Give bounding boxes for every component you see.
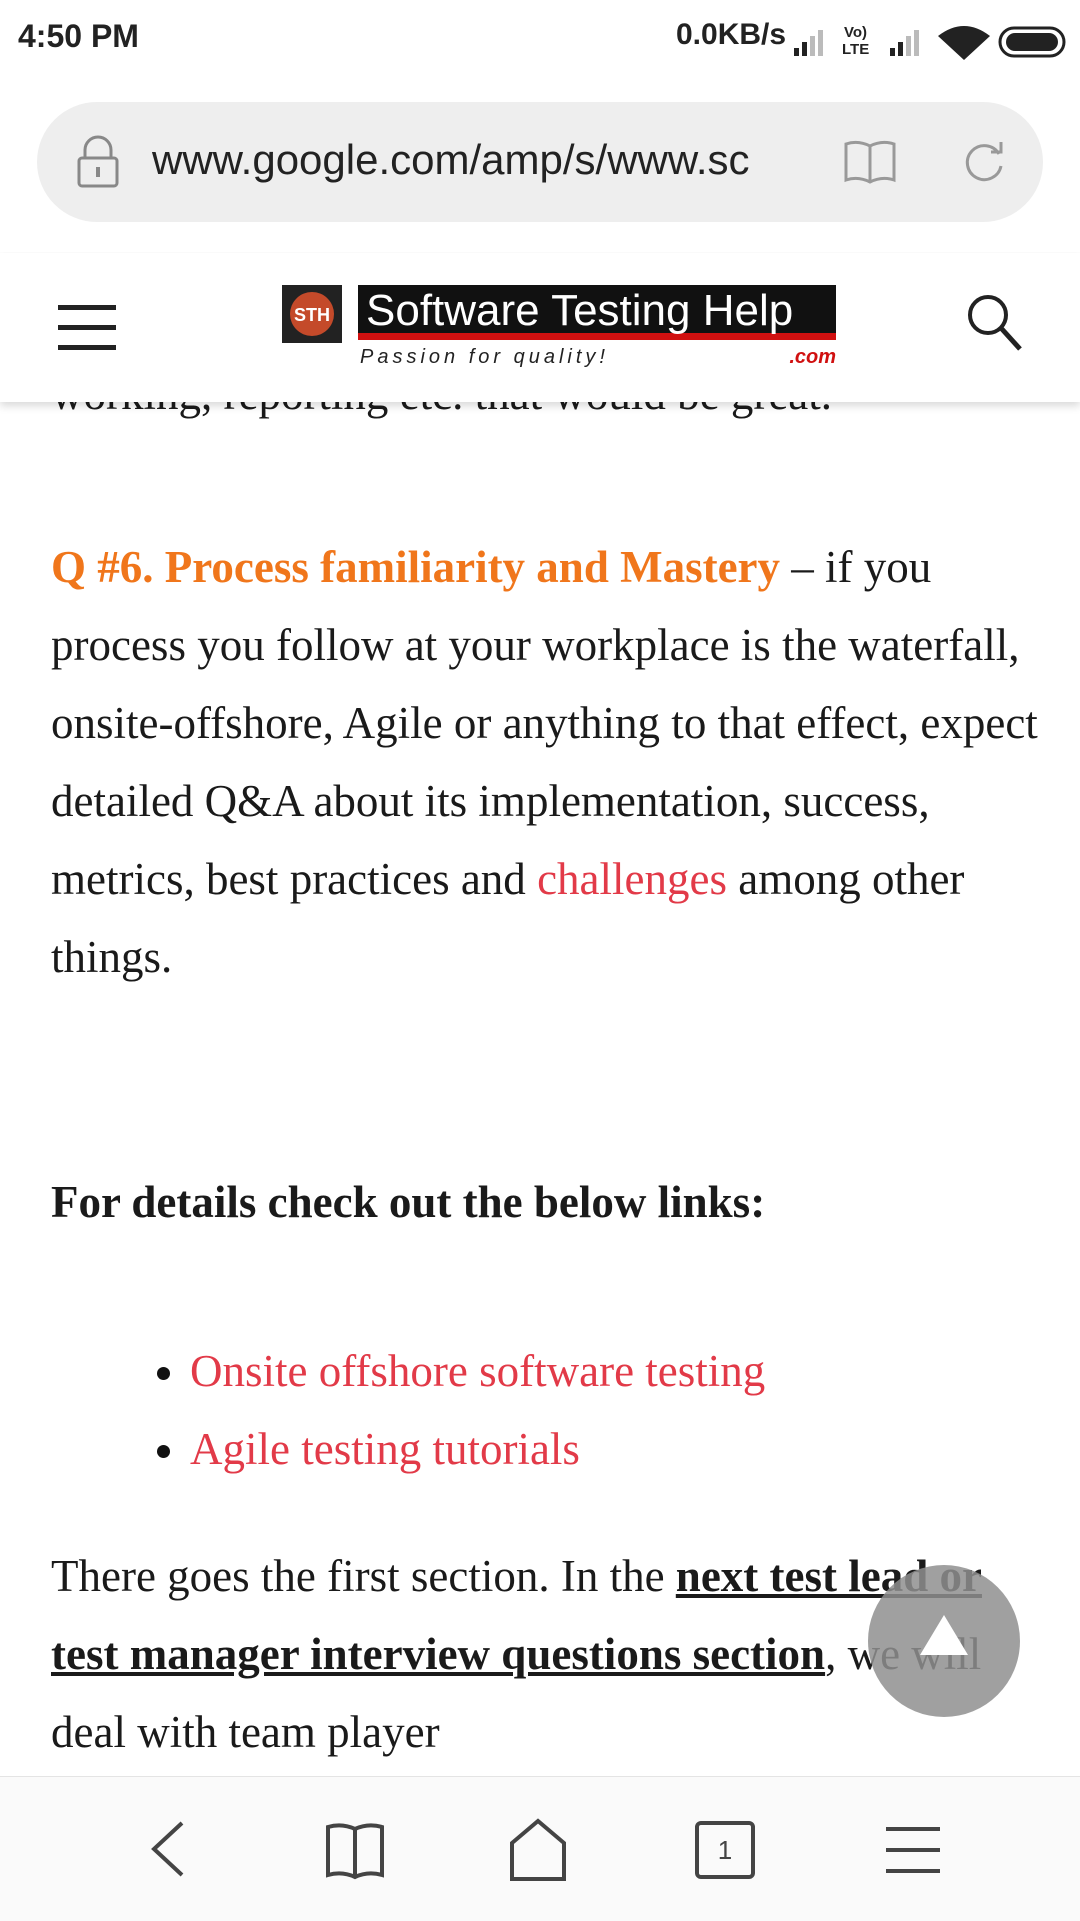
- text: – if you process you follow at your work…: [51, 542, 1038, 904]
- url-field[interactable]: www.google.com/amp/s/www.sc: [37, 102, 1043, 222]
- url-text: www.google.com/amp/s/www.sc: [152, 136, 750, 183]
- logo-icon-text: STH: [294, 305, 330, 325]
- status-icons: Vo) LTE: [794, 24, 1066, 60]
- logo-tagline: Passion for quality!: [360, 346, 609, 368]
- paragraph: Q #6. Process familiarity and Mastery – …: [51, 528, 1051, 996]
- logo-domain: .com: [789, 346, 836, 368]
- question-heading: Q #6. Process familiarity and Mastery: [51, 542, 781, 592]
- list-link[interactable]: Agile testing tutorials: [190, 1410, 1080, 1488]
- status-bar: 4:50 PM 0.0KB/s Vo) LTE: [0, 0, 1080, 80]
- tab-count: 1: [718, 1835, 732, 1865]
- link-list: Onsite offshore software testing Agile t…: [0, 1332, 1080, 1488]
- nav-icons: 1: [151, 1818, 940, 1881]
- reader-icon[interactable]: [842, 138, 898, 186]
- link[interactable]: next test lead or test manager interview…: [51, 1551, 982, 1679]
- vo-label: Vo): [844, 24, 867, 41]
- menu-button[interactable]: [886, 1827, 940, 1873]
- section-heading: For details check out the below links:: [51, 1177, 766, 1227]
- address-bar: www.google.com/amp/s/www.sc: [0, 80, 1080, 252]
- home-button[interactable]: [510, 1818, 566, 1881]
- back-button[interactable]: [151, 1821, 184, 1877]
- tabs-button[interactable]: [695, 1821, 755, 1879]
- bottom-nav: 1: [0, 1776, 1080, 1921]
- lte-label: LTE: [842, 41, 869, 58]
- list-link[interactable]: Onsite offshore software testing: [190, 1332, 1080, 1410]
- site-logo[interactable]: STH Software Testing Help Passion for qu…: [280, 283, 840, 373]
- bookmarks-button[interactable]: [326, 1823, 384, 1880]
- text: There goes the first section. In the: [51, 1551, 676, 1601]
- logo-title: Software Testing Help: [366, 286, 793, 335]
- menu-icon[interactable]: [58, 303, 120, 353]
- net-speed: 0.0KB/s: [676, 18, 787, 51]
- lock-icon: [77, 135, 119, 188]
- link[interactable]: challenges: [537, 854, 727, 904]
- site-header: STH Software Testing Help Passion for qu…: [0, 253, 1080, 402]
- search-icon[interactable]: [966, 293, 1024, 355]
- reload-icon[interactable]: [961, 140, 1007, 186]
- text: among other things.: [51, 854, 965, 982]
- clock: 4:50 PM: [18, 18, 139, 54]
- scroll-top-button[interactable]: [868, 1565, 1020, 1717]
